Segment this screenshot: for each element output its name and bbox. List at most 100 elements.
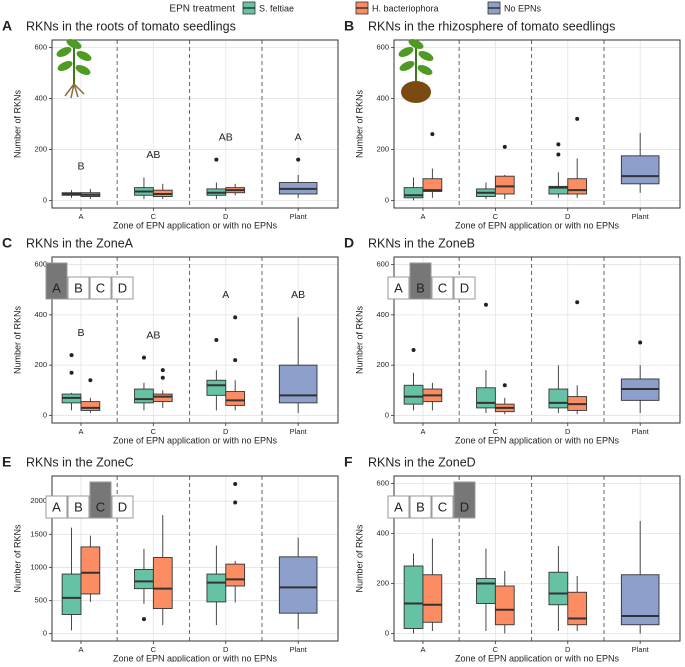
x-axis-title: Zone of EPN application or with no EPNs xyxy=(455,220,620,230)
box xyxy=(620,155,660,185)
outlier xyxy=(69,353,74,358)
zone-label: C xyxy=(96,499,105,514)
x-axis-title: Zone of EPN application or with no EPNs xyxy=(113,435,278,445)
outlier xyxy=(296,157,301,162)
plant-root xyxy=(73,83,85,95)
outlier xyxy=(430,132,435,137)
outlier xyxy=(88,378,93,383)
plot-frame xyxy=(393,256,681,424)
legend-label: S. feltiae xyxy=(259,3,294,13)
box xyxy=(548,388,569,409)
box xyxy=(61,573,82,615)
panel-title: RKNs in the roots of tomato seedlings xyxy=(26,19,236,33)
outlier xyxy=(638,340,643,345)
plant-leaf xyxy=(418,51,434,61)
box xyxy=(206,379,227,396)
y-axis-title: Number of RKNs xyxy=(12,524,22,593)
zone-box xyxy=(409,262,432,300)
x-tick-label: C xyxy=(493,212,499,221)
y-axis-title: Number of RKNs xyxy=(354,89,364,158)
panel-title: RKNs in the ZoneD xyxy=(368,455,476,469)
y-tick-label: 200 xyxy=(34,144,47,153)
y-tick-label: 200 xyxy=(376,144,389,153)
box xyxy=(403,187,424,199)
zone-box xyxy=(409,495,432,519)
x-axis-title: Zone of EPN application or with no EPNs xyxy=(113,220,278,230)
significance-letter: A xyxy=(295,131,302,143)
x-axis-title: Zone of EPN application or with no EPNs xyxy=(113,653,278,662)
plot-frame xyxy=(393,39,681,209)
zone-label: B xyxy=(74,280,83,295)
plant-leaf xyxy=(408,39,424,49)
panel-label: E xyxy=(2,454,11,470)
zone-box xyxy=(67,276,90,300)
zone-label: C xyxy=(438,280,447,295)
y-tick-label: 600 xyxy=(34,260,47,269)
box xyxy=(134,388,154,404)
box xyxy=(422,574,443,623)
zone-label: B xyxy=(416,280,425,295)
zone-box xyxy=(89,481,112,519)
plot-frame xyxy=(51,256,339,424)
box xyxy=(476,387,496,409)
y-tick-label: 400 xyxy=(376,528,389,537)
zone-box xyxy=(431,276,454,300)
zone-label: B xyxy=(74,499,83,514)
x-tick-label: C xyxy=(493,645,499,654)
panel-label: B xyxy=(344,18,354,34)
zone-box xyxy=(67,495,90,519)
box xyxy=(403,565,424,629)
box xyxy=(567,178,588,195)
zone-box xyxy=(431,495,454,519)
y-tick-label: 400 xyxy=(376,310,389,319)
x-tick-label: C xyxy=(151,427,157,436)
x-tick-label: A xyxy=(420,645,425,654)
box xyxy=(206,573,227,603)
outlier xyxy=(160,368,165,373)
y-tick-label: 0 xyxy=(385,410,389,419)
y-tick-label: 0 xyxy=(385,628,389,637)
y-tick-label: 2000 xyxy=(30,496,47,505)
zone-label: B xyxy=(416,499,425,514)
box xyxy=(278,364,318,404)
zone-label: D xyxy=(118,280,127,295)
y-tick-label: 400 xyxy=(34,94,47,103)
plot-area xyxy=(52,40,338,208)
y-axis-title: Number of RKNs xyxy=(12,89,22,158)
x-tick-label: A xyxy=(78,645,83,654)
box xyxy=(403,384,424,405)
y-tick-label: 600 xyxy=(376,260,389,269)
zone-box xyxy=(453,481,476,519)
x-tick-label: D xyxy=(565,645,571,654)
x-axis-title: Zone of EPN application or with no EPNs xyxy=(455,435,620,445)
box xyxy=(476,578,496,604)
zone-label: C xyxy=(438,499,447,514)
box xyxy=(548,571,569,606)
outlier xyxy=(214,157,219,162)
panel-label: C xyxy=(2,235,12,251)
box xyxy=(620,574,660,626)
y-tick-label: 400 xyxy=(34,310,47,319)
zone-label: C xyxy=(96,280,105,295)
panel-title: RKNs in the ZoneA xyxy=(26,236,134,250)
x-tick-label: Plant xyxy=(290,645,308,654)
box xyxy=(422,178,443,192)
plant-leaf xyxy=(399,61,415,71)
x-tick-label: Plant xyxy=(632,427,650,436)
x-tick-label: D xyxy=(223,212,229,221)
zone-label: D xyxy=(460,499,469,514)
x-tick-label: Plant xyxy=(290,212,308,221)
y-tick-label: 200 xyxy=(376,360,389,369)
y-tick-label: 600 xyxy=(376,43,389,52)
zone-label: A xyxy=(394,280,403,295)
outlier xyxy=(233,315,238,320)
x-tick-label: D xyxy=(565,427,571,436)
outlier xyxy=(556,142,561,147)
box xyxy=(152,393,173,403)
significance-letter: A xyxy=(222,289,229,301)
zone-box xyxy=(45,262,68,300)
y-tick-label: 200 xyxy=(376,578,389,587)
y-tick-label: 600 xyxy=(34,43,47,52)
x-tick-label: C xyxy=(151,212,157,221)
